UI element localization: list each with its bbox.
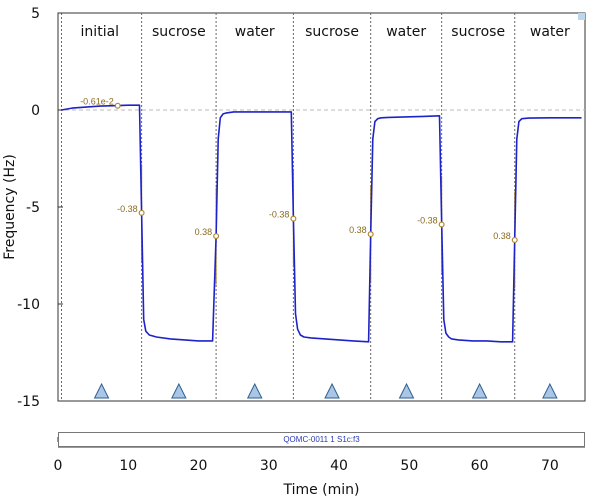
phase-label-6: water [530, 24, 570, 40]
slope-label-0: -0.61e-2 [80, 97, 114, 107]
injection-marker-icon-4 [398, 382, 415, 399]
injection-marker-icon-5 [471, 382, 488, 399]
x-tick-label-1: 10 [119, 458, 137, 474]
slope-label-4: 0.38 [349, 225, 367, 235]
series-line-0 [61, 104, 582, 343]
slope-point-1 [138, 209, 145, 216]
injection-marker-icon-3 [324, 382, 340, 399]
slope-point-4 [367, 231, 374, 238]
slope-label-6: 0.38 [493, 231, 511, 241]
injection-marker-icon-6 [542, 382, 558, 399]
phase-label-5: sucrose [451, 24, 505, 40]
plot-frame [57, 12, 586, 402]
x-tick-label-6: 60 [471, 458, 489, 474]
y-tick-label-3: -10 [17, 297, 40, 313]
slope-point-3 [290, 215, 297, 222]
y-axis-title: Frequency (Hz) [2, 154, 18, 260]
x-tick-label-5: 50 [400, 458, 418, 474]
slope-point-0 [114, 102, 121, 109]
injection-marker-icon-2 [246, 382, 263, 399]
injection-marker-icon-0 [93, 382, 110, 399]
y-tick-label-4: -15 [17, 394, 40, 410]
resize-handle-icon[interactable] [578, 13, 585, 20]
phase-label-4: water [386, 24, 426, 40]
y-tick-label-2: -5 [26, 200, 40, 216]
slope-point-5 [438, 221, 445, 228]
phase-label-2: water [235, 24, 275, 40]
x-tick-label-2: 20 [190, 458, 208, 474]
slope-label-1: -0.38 [117, 204, 138, 214]
x-axis-title: Time (min) [282, 482, 359, 498]
slope-label-5: -0.38 [417, 215, 438, 225]
x-tick-label-7: 70 [541, 458, 559, 474]
run-label-box[interactable]: QOMC-0011 1 S1c:f3 [58, 432, 585, 447]
phase-label-1: sucrose [152, 24, 206, 40]
slope-point-6 [511, 236, 518, 243]
phase-label-0: initial [81, 24, 120, 40]
slope-point-2 [213, 233, 220, 240]
y-tick-label-0: 5 [31, 6, 40, 22]
x-tick-label-3: 30 [260, 458, 278, 474]
phase-label-3: sucrose [305, 24, 359, 40]
injection-marker-icon-1 [171, 382, 187, 399]
x-tick-label-4: 40 [330, 458, 348, 474]
y-tick-label-1: 0 [31, 103, 40, 119]
x-tick-label-0: 0 [54, 458, 63, 474]
slope-label-3: -0.38 [269, 210, 290, 220]
slope-label-2: 0.38 [195, 227, 213, 237]
run-label: QOMC-0011 1 S1c:f3 [283, 435, 360, 444]
